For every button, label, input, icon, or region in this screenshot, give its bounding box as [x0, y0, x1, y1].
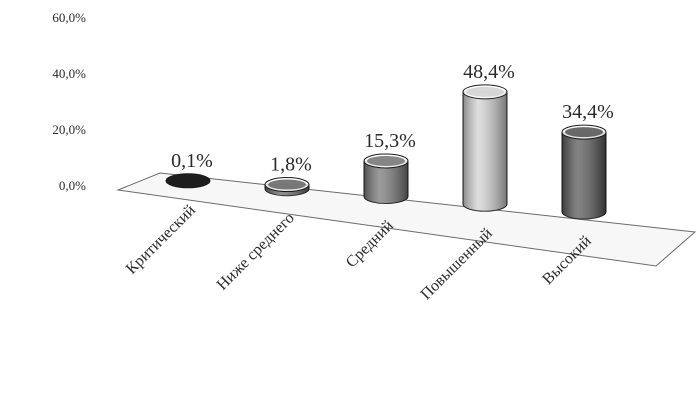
bar — [264, 177, 310, 197]
bar-shading — [562, 132, 606, 219]
bar-top — [165, 173, 211, 189]
bar-top-inner — [367, 155, 405, 166]
bar-shading — [463, 91, 507, 212]
category-label: Критический — [123, 202, 199, 278]
bar-shading — [364, 160, 408, 204]
bar — [165, 173, 211, 189]
bar — [363, 153, 409, 204]
data-label: 1,8% — [270, 154, 312, 176]
y-tick-label: 40,0% — [52, 66, 86, 81]
bar — [462, 84, 508, 212]
category-label: Ниже среднего — [214, 210, 298, 294]
y-tick-label: 60,0% — [52, 10, 86, 25]
data-label: 15,3% — [364, 130, 416, 152]
chart-floor — [116, 172, 697, 267]
bar-top-inner — [466, 86, 504, 97]
bar-top-inner — [565, 127, 603, 138]
data-label: 34,4% — [562, 101, 614, 123]
bar-top-inner — [268, 179, 306, 190]
data-label: 48,4% — [463, 61, 515, 83]
bar — [561, 124, 607, 220]
y-tick-label: 0,0% — [59, 178, 86, 193]
data-label: 0,1% — [171, 150, 213, 172]
y-tick-label: 20,0% — [52, 122, 86, 137]
